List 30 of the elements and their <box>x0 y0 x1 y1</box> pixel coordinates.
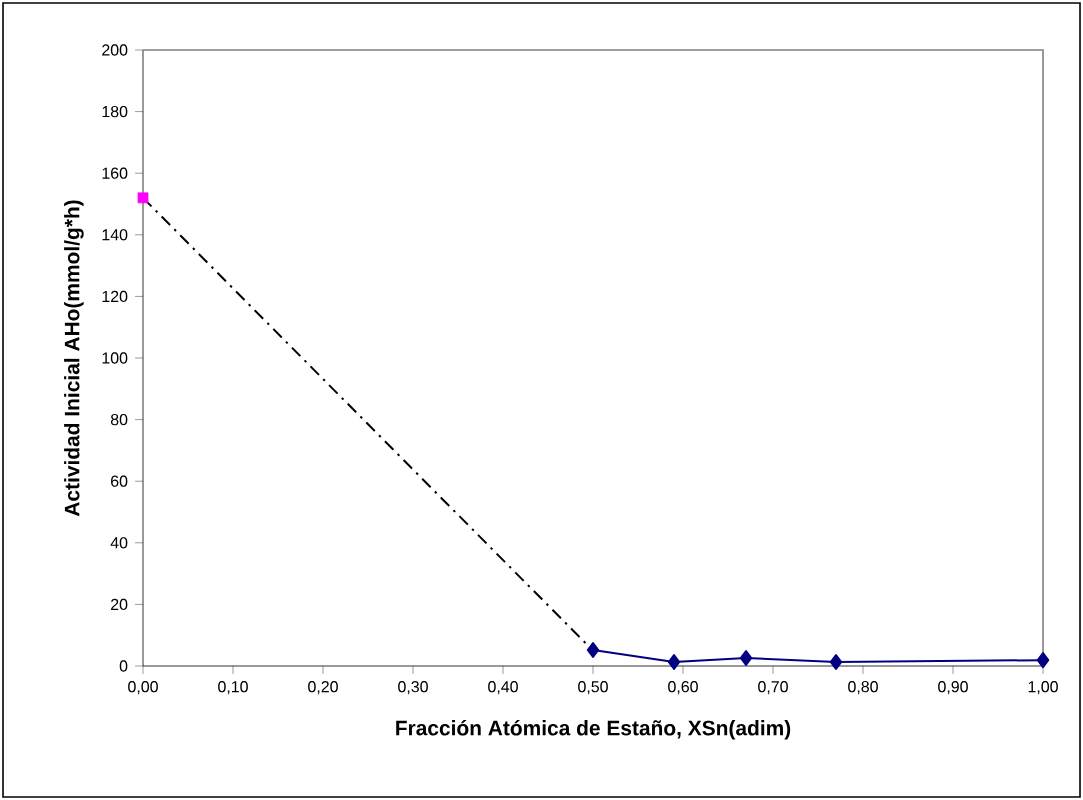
x-tick-label: 0,30 <box>398 681 428 695</box>
y-tick-label: 160 <box>102 167 128 179</box>
x-tick-label: 1,00 <box>1028 681 1058 695</box>
x-tick-label: 0,50 <box>578 681 608 695</box>
x-tick-label: 0,40 <box>488 681 518 695</box>
y-tick-label: 180 <box>102 105 128 118</box>
point <box>137 192 149 204</box>
y-tick-label: 100 <box>102 352 128 364</box>
y-tick-label: 20 <box>111 598 128 611</box>
point <box>586 641 600 658</box>
y-tick-label: 200 <box>102 44 128 56</box>
x-tick-label: 0,90 <box>938 681 968 695</box>
y-tick-label: 80 <box>110 413 128 426</box>
x-tick-label: 0,80 <box>848 681 878 695</box>
y-tick-label: 60 <box>111 475 128 487</box>
x-axis-title: Fracción Atómica de Estaño, XSn(adim) <box>396 719 791 740</box>
x-tick-label: 0,00 <box>128 681 158 695</box>
y-tick-label: 40 <box>110 537 128 549</box>
y-axis-title: Actividad Inicial AHo(mmol/g*h) <box>64 200 84 517</box>
x-tick-label: 0,10 <box>218 681 248 695</box>
point <box>667 653 681 670</box>
y-tick-label: 0 <box>119 660 128 672</box>
x-tick-label: 0,70 <box>758 681 788 695</box>
point <box>1036 652 1050 669</box>
y-tick-label: 120 <box>102 290 128 303</box>
y-tick-label: 140 <box>102 229 128 241</box>
x-tick-label: 0,20 <box>308 681 338 695</box>
point <box>829 653 843 670</box>
point <box>739 649 753 666</box>
x-tick-label: 0,60 <box>668 681 698 695</box>
